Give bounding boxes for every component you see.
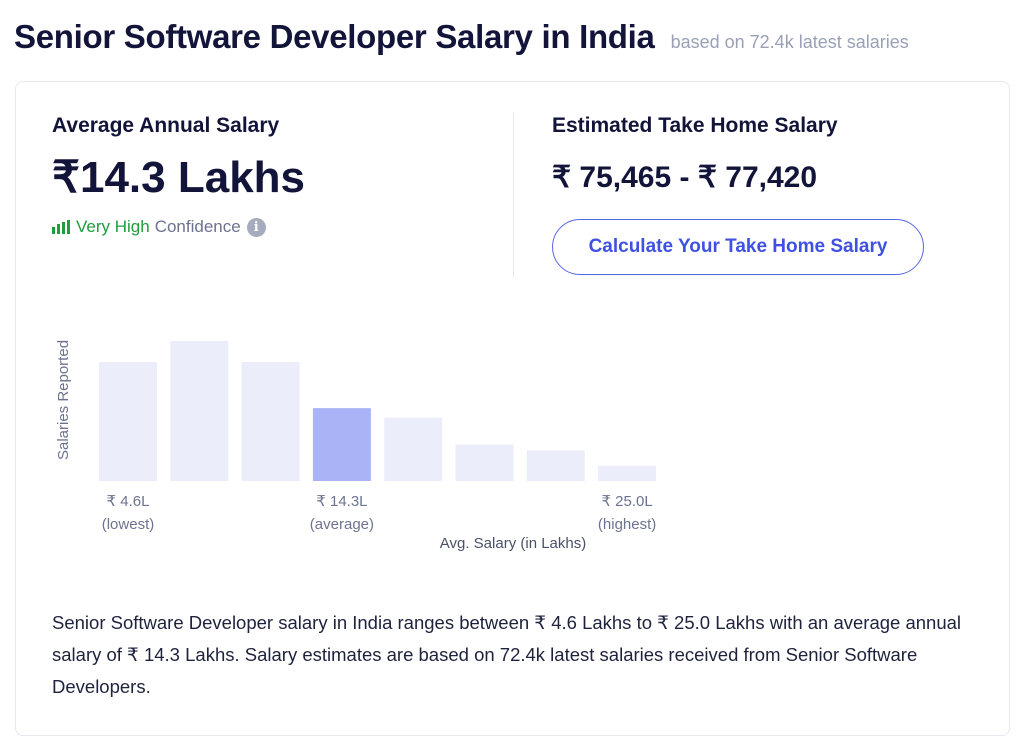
confidence-level: Very High (76, 217, 150, 236)
chart-y-axis-label: Salaries Reported (55, 340, 72, 460)
confidence-indicator: Very High Confidence i (52, 217, 305, 237)
confidence-label: Confidence (154, 217, 241, 236)
chart-bar (312, 408, 371, 481)
chart-bar (241, 362, 300, 481)
average-salary-block: Average Annual Salary ₹14.3 Lakhs Very H… (52, 114, 305, 237)
chart-x-axis-label: Avg. Salary (in Lakhs) (440, 535, 586, 552)
chart-bar (384, 417, 443, 481)
section-divider (513, 112, 514, 277)
chart-tick-label: ₹ 14.3L (316, 493, 367, 510)
take-home-block: Estimated Take Home Salary ₹ 75,465 - ₹ … (552, 114, 924, 275)
chart-tick-note: (lowest) (102, 516, 155, 533)
average-salary-value: ₹14.3 Lakhs (52, 153, 306, 202)
page-title: Senior Software Developer Salary in Indi… (14, 18, 655, 55)
chart-tick-label: ₹ 25.0L (601, 493, 652, 510)
calculate-take-home-button[interactable]: Calculate Your Take Home Salary (552, 219, 924, 275)
page-subtitle: based on 72.4k latest salaries (670, 32, 909, 52)
chart-bar (598, 465, 657, 481)
chart-svg: Salaries Reported ₹ 4.6L (lowest) ₹ 14.3L (a… (55, 340, 657, 552)
chart-tick-note: (highest) (598, 516, 656, 533)
salary-summary: Senior Software Developer salary in Indi… (52, 612, 962, 697)
take-home-label: Estimated Take Home Salary (552, 114, 838, 137)
chart-bar (526, 450, 585, 481)
page-header: Senior Software Developer Salary in Indi… (14, 18, 909, 56)
salary-distribution-chart: Salaries Reported ₹ 4.6L (lowest) ₹ 14.3L (a… (16, 312, 716, 597)
chart-bar (170, 341, 229, 481)
chart-tick-label: ₹ 4.6L (107, 493, 150, 510)
signal-bars-icon (52, 220, 70, 234)
average-salary-label: Average Annual Salary (52, 114, 280, 137)
chart-bar (99, 362, 157, 481)
chart-tick-note: (average) (310, 516, 374, 533)
take-home-range: ₹ 75,465 - ₹ 77,420 (552, 161, 818, 194)
info-icon[interactable]: i (246, 217, 266, 237)
chart-bar (455, 444, 514, 481)
salary-card: Average Annual Salary ₹14.3 Lakhs Very H… (15, 81, 1010, 736)
